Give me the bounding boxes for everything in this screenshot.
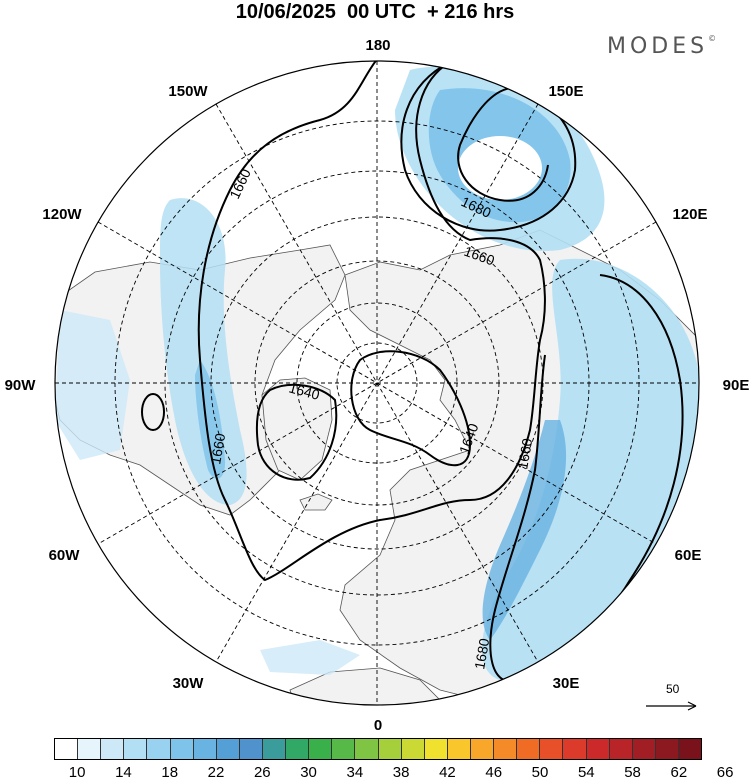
arrow-right-icon xyxy=(646,701,697,711)
colorbar-swatch xyxy=(563,739,587,759)
colorbar-label: 58 xyxy=(624,764,641,781)
map-title: 10/06/2025 00 UTC + 216 hrs xyxy=(235,1,515,23)
colorbar-swatch xyxy=(540,739,564,759)
contour-1680-ring xyxy=(400,61,577,232)
colorbar-swatch xyxy=(147,739,171,759)
wind-scale-value: 50 xyxy=(666,682,680,696)
lon-label-60w: 60W xyxy=(49,547,81,564)
colorbar-label: 30 xyxy=(300,764,317,781)
contour-label: 1660 xyxy=(514,437,535,471)
modes-logo: MODES© xyxy=(607,34,716,59)
colorbar-label: 26 xyxy=(253,764,271,781)
africa-land xyxy=(289,667,441,705)
colorbar-swatch xyxy=(355,739,379,759)
colorbar-swatch xyxy=(193,739,217,759)
map-boundary xyxy=(54,60,700,706)
colorbar-label: 34 xyxy=(346,764,364,781)
colorbar-swatch xyxy=(286,739,310,759)
colorbar-label: 50 xyxy=(531,764,549,781)
lon-label-150e: 150E xyxy=(548,83,583,100)
colorbar-swatch xyxy=(101,739,125,759)
lon-label-90w: 90W xyxy=(5,377,37,394)
lon-label-120w: 120W xyxy=(42,206,82,223)
colorbar-swatch xyxy=(332,739,356,759)
colorbar-labels: 10141822263034384246505458626670 xyxy=(0,764,750,782)
contour-1640-polar xyxy=(350,350,472,467)
lon-label-60e: 60E xyxy=(675,547,702,564)
colorbar-label: 14 xyxy=(115,764,132,781)
lon-label-30e: 30E xyxy=(553,675,580,692)
colorbar-label: 42 xyxy=(439,764,456,781)
colorbar-swatch xyxy=(517,739,541,759)
asian-jet-core xyxy=(482,420,567,640)
graticule xyxy=(55,61,699,705)
colorbar-swatch xyxy=(216,739,240,759)
lon-label-30w: 30W xyxy=(173,675,205,692)
map-disc xyxy=(55,61,699,705)
latitude-circle xyxy=(336,342,418,424)
meridian-120e-60w xyxy=(97,221,657,545)
colorbar-swatch xyxy=(55,739,79,759)
polar-map: 1660 1680 1660 1640 1640 1660 1660 1680 … xyxy=(5,37,750,734)
colorbar-swatch xyxy=(424,739,448,759)
colorbar-swatch xyxy=(678,739,702,759)
colorbar-label: 10 xyxy=(68,764,86,781)
colorbar-swatch xyxy=(494,739,518,759)
west-atlantic-band xyxy=(55,310,130,460)
american-jet-outer xyxy=(160,198,247,505)
contour-small-low xyxy=(141,393,165,431)
colorbar-swatch xyxy=(401,739,425,759)
contour-label: 1660 xyxy=(207,432,228,466)
colorbar-swatch xyxy=(124,739,148,759)
colorbar-label: 46 xyxy=(485,764,503,781)
colorbar-label: 62 xyxy=(670,764,688,781)
lon-label-120e: 120E xyxy=(672,206,707,223)
colorbar-label: 18 xyxy=(161,764,179,781)
longitude-labels: 180 150E 120E 90E 60E 30E 0 30W 60W 90W … xyxy=(5,37,750,734)
colorbar-label: 66 xyxy=(716,764,734,781)
colorbar-swatch xyxy=(609,739,633,759)
colorbar-swatch xyxy=(170,739,194,759)
contour-label: 1640 xyxy=(287,379,321,403)
lon-label-180: 180 xyxy=(365,37,390,54)
contour-1660-west xyxy=(197,61,546,582)
mediterranean-band xyxy=(260,640,360,675)
pacific-jet-center xyxy=(458,136,542,200)
colorbar-swatch xyxy=(378,739,402,759)
colorbar-swatch xyxy=(586,739,610,759)
colorbar-swatch xyxy=(78,739,102,759)
brand-text: MODES xyxy=(607,34,709,59)
colorbar-label: 38 xyxy=(392,764,410,781)
lon-label-90e: 90E xyxy=(723,377,750,394)
colorbar-swatch xyxy=(239,739,263,759)
colorbar-label: 54 xyxy=(577,764,595,781)
iceland-land xyxy=(299,493,333,511)
contour-1640-west-low xyxy=(255,383,338,481)
colorbar-label: 22 xyxy=(207,764,225,781)
colorbar xyxy=(54,738,702,760)
lon-label-150w: 150W xyxy=(168,83,208,100)
colorbar-swatch xyxy=(470,739,495,759)
colorbar-swatch xyxy=(655,739,679,759)
colorbar-swatch xyxy=(262,739,287,759)
contour-label: 1680 xyxy=(471,637,492,671)
lon-label-0: 0 xyxy=(374,717,382,734)
brand-mark: © xyxy=(708,34,717,43)
colorbar-swatch xyxy=(447,739,471,759)
colorbar-swatch xyxy=(309,739,333,759)
colorbar-swatch xyxy=(632,739,656,759)
